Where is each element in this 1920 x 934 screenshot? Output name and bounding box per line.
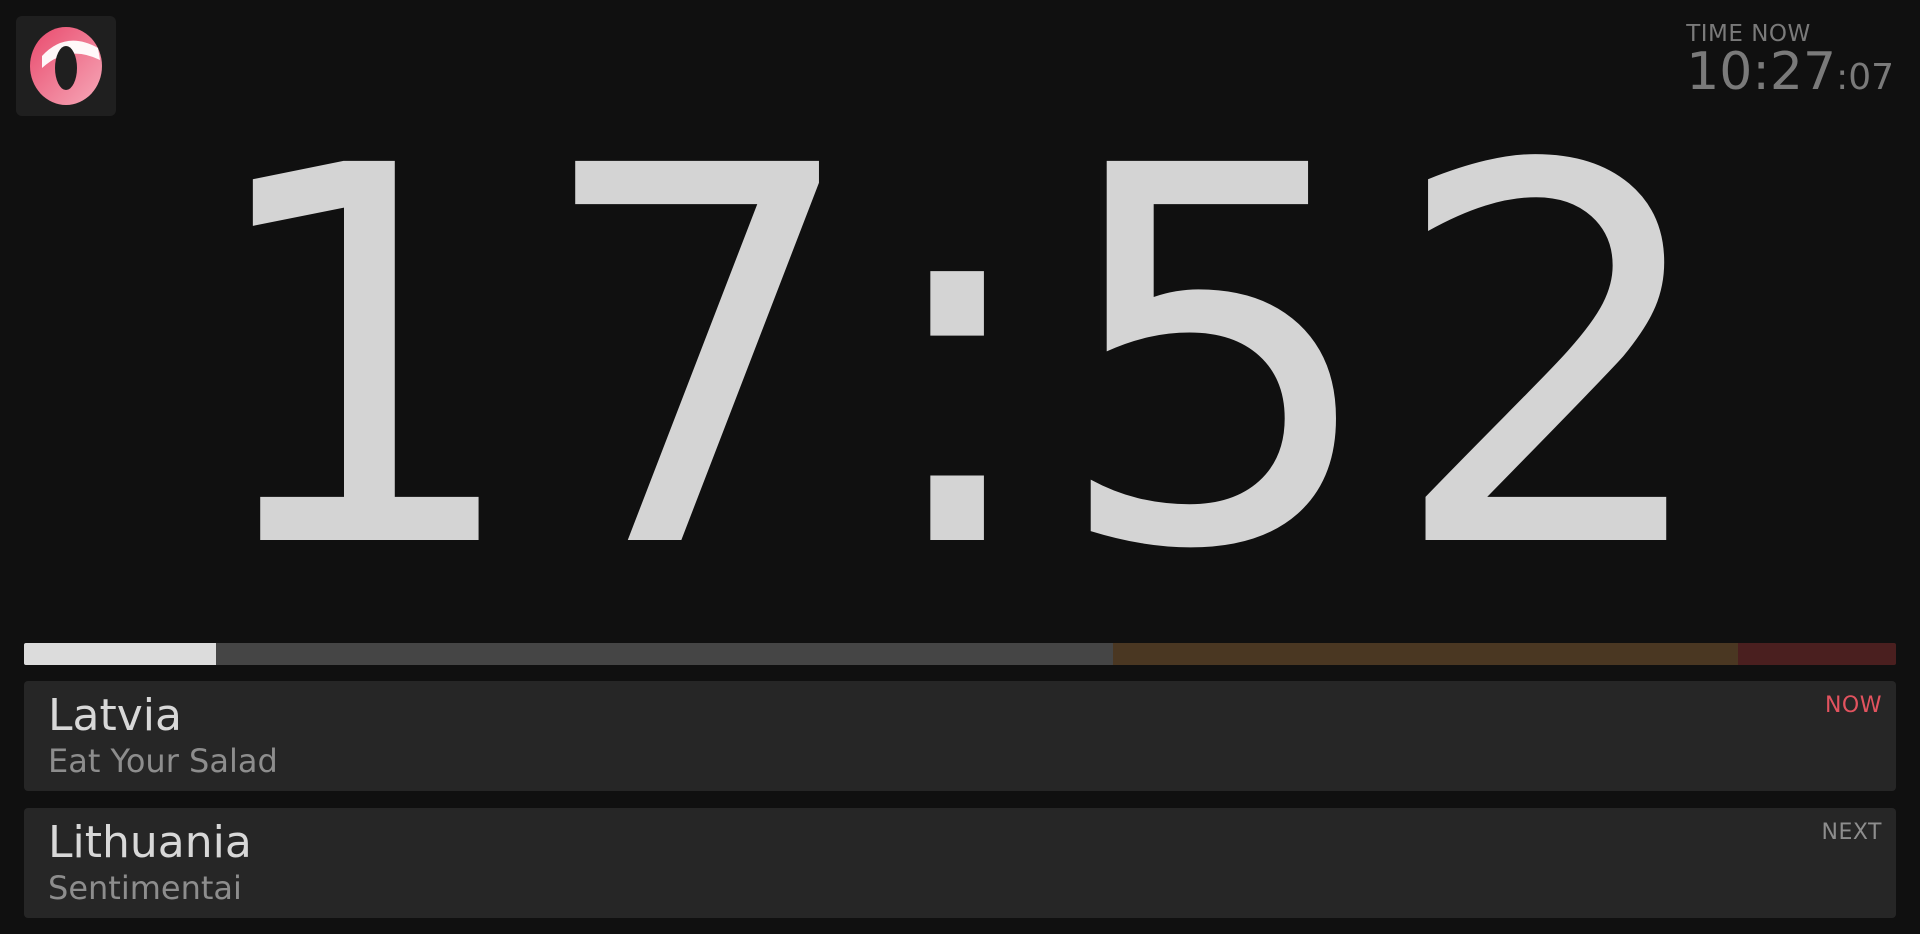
- ontime-logo-icon: [30, 27, 102, 105]
- current-time-display: TIME NOW 10:27:07: [1686, 20, 1894, 110]
- progress-normal-zone: [216, 643, 1113, 665]
- next-badge: NEXT: [1821, 820, 1882, 845]
- current-event-subtitle: Eat Your Salad: [48, 742, 278, 780]
- current-event-title: Latvia: [48, 690, 182, 741]
- now-badge: NOW: [1824, 693, 1882, 718]
- progress-bar: [24, 643, 1896, 665]
- next-event-subtitle: Sentimentai: [48, 869, 242, 907]
- time-now-label: TIME NOW: [1686, 21, 1811, 47]
- app-logo[interactable]: [16, 16, 116, 116]
- progress-warning-zone: [1113, 643, 1738, 665]
- time-now-value: 10:27:07: [1686, 46, 1894, 110]
- countdown-timer: 17:52: [195, 57, 1725, 663]
- progress-danger-zone: [1738, 643, 1896, 665]
- next-event-card: Lithuania Sentimentai NEXT: [24, 808, 1896, 918]
- current-event-card: Latvia Eat Your Salad NOW: [24, 681, 1896, 791]
- time-now-seconds: :07: [1836, 57, 1894, 98]
- next-event-title: Lithuania: [48, 817, 252, 868]
- time-now-hours-minutes: 10:27: [1686, 42, 1837, 102]
- progress-elapsed: [24, 643, 216, 665]
